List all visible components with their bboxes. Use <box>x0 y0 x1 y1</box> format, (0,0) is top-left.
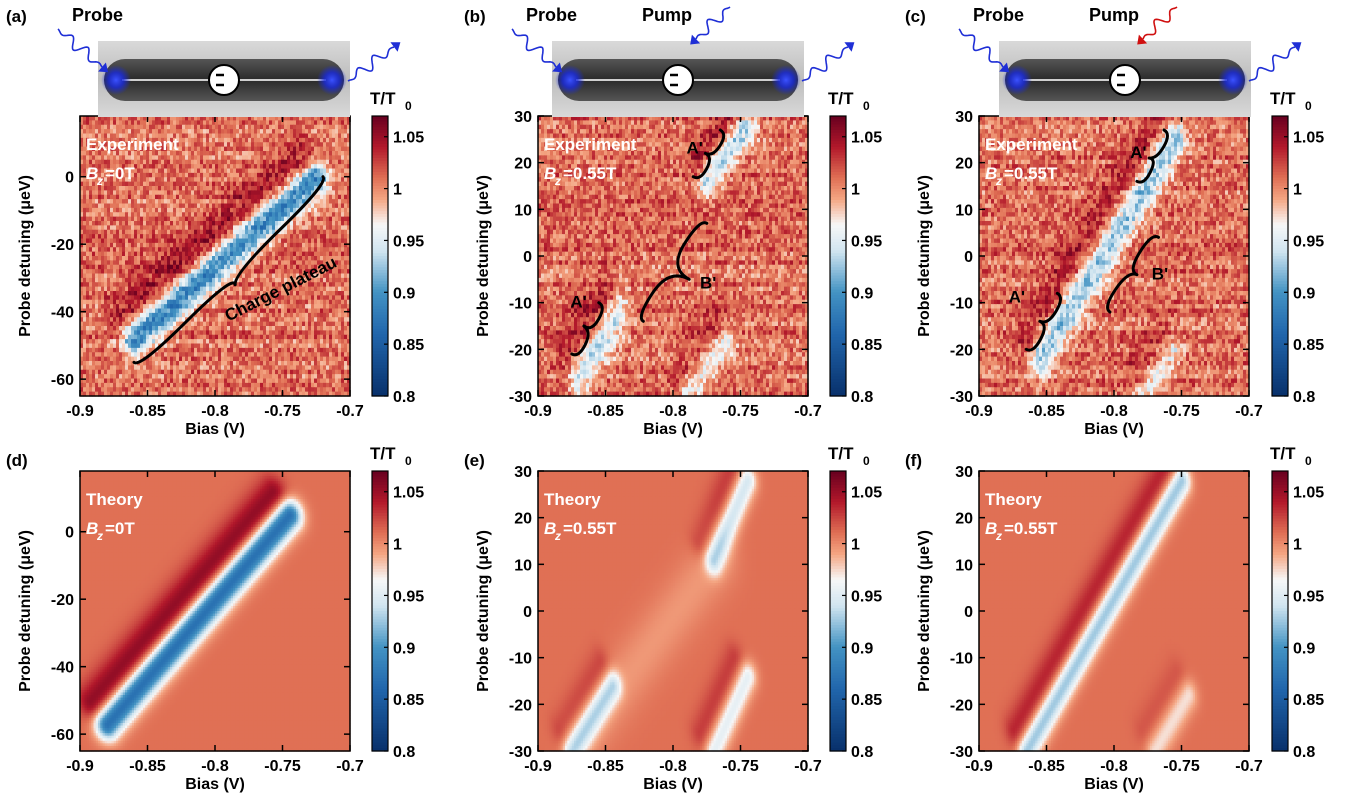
heatmap-cells <box>80 116 351 397</box>
